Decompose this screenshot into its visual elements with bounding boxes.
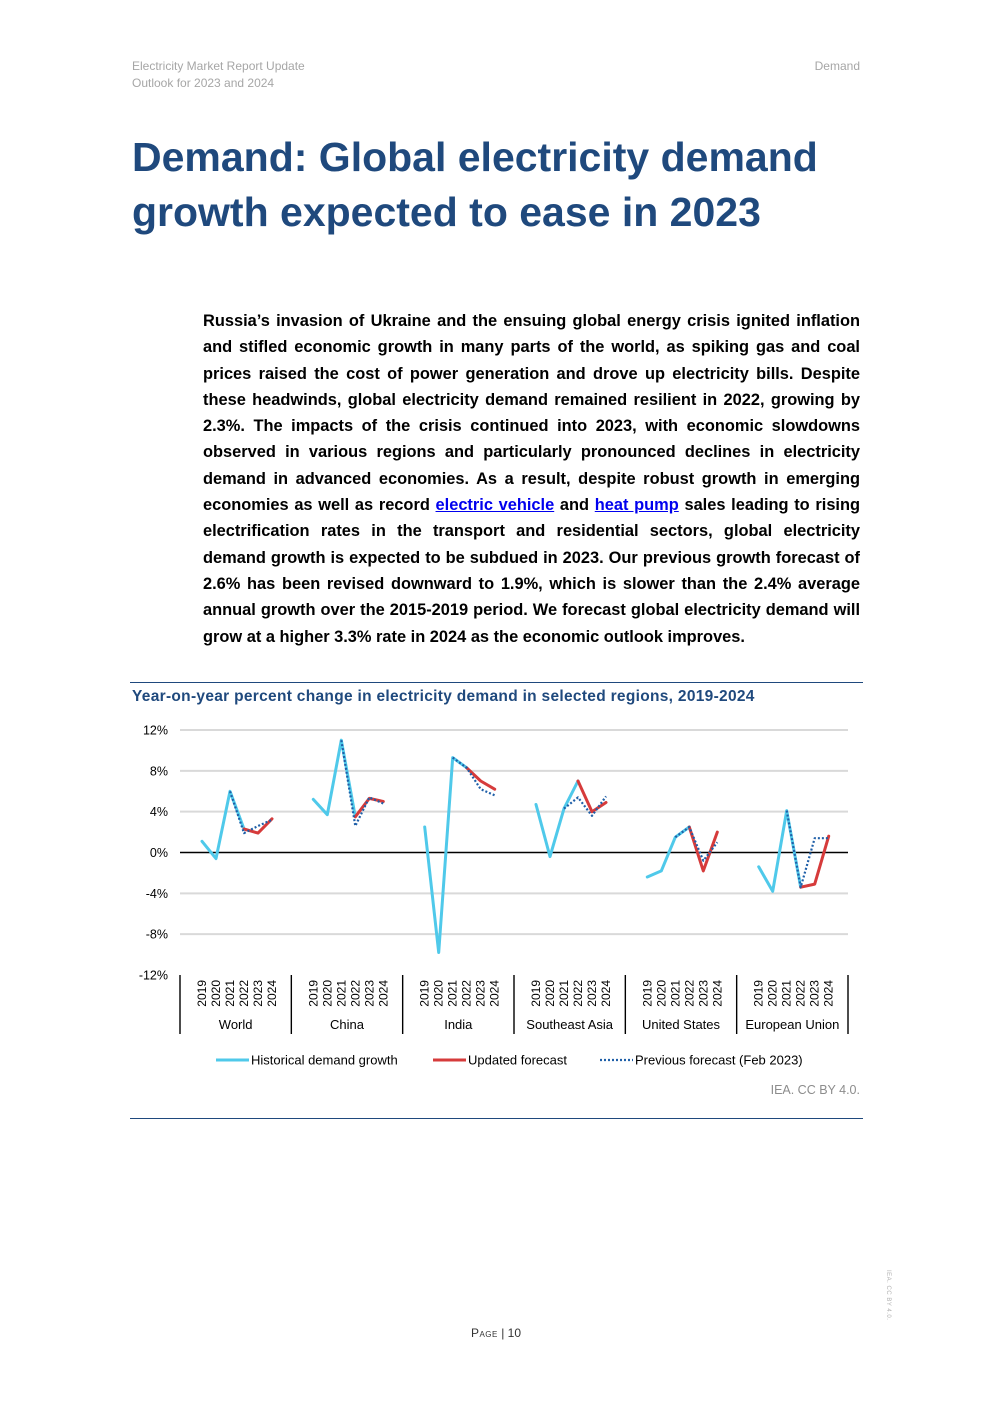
x-tick-label: 2024 [599,980,613,1007]
x-tick-label: 2020 [766,980,780,1007]
group-label: India [444,1017,473,1032]
body-text: Russia’s invasion of Ukraine and the ens… [203,312,860,515]
y-tick-label: -4% [146,887,168,901]
legend-label: Updated forecast [468,1053,567,1068]
page-title: Demand: Global electricity demand growth… [132,134,818,235]
x-tick-label: 2019 [640,980,654,1007]
series-line-0 [423,756,469,954]
x-tick-label: 2020 [320,980,334,1007]
x-tick-label: 2021 [668,980,682,1007]
series-line-2 [452,756,496,797]
series-line-0 [311,738,357,819]
chart-gridlines [180,729,848,936]
chart-top-rule [130,682,863,683]
y-tick-label: 4% [150,805,168,819]
report-title: Electricity Market Report Update [132,59,305,73]
x-tick-label: 2022 [460,980,474,1007]
legend-label: Previous forecast (Feb 2023) [635,1053,803,1068]
group-label: World [219,1017,253,1032]
x-tick-label: 2021 [334,980,348,1007]
x-tick-label: 2024 [265,980,279,1007]
series-line-0 [534,779,580,859]
group-label: China [330,1017,365,1032]
x-tick-label: 2019 [306,980,320,1007]
x-tick-label: 2020 [432,980,446,1007]
x-tick-label: 2023 [808,980,822,1007]
group-label: European Union [745,1017,839,1032]
series-line-1 [687,825,719,873]
x-tick-label: 2024 [376,980,390,1007]
y-tick-label: 0% [150,846,168,860]
group-label: Southeast Asia [526,1017,613,1032]
y-tick-label: -12% [139,969,168,983]
x-tick-label: 2022 [682,980,696,1007]
x-tick-label: 2024 [488,980,502,1007]
series-line-1 [465,766,497,791]
x-tick-label: 2021 [780,980,794,1007]
x-tick-label: 2023 [362,980,376,1007]
body-paragraph: Russia’s invasion of Ukraine and the ens… [203,308,860,650]
x-tick-label: 2022 [237,980,251,1007]
group-label: United States [642,1017,721,1032]
y-tick-label: 8% [150,764,168,778]
series-line-0 [200,789,246,861]
x-tick-label: 2020 [543,980,557,1007]
x-tick-label: 2019 [752,980,766,1007]
x-tick-label: 2024 [710,980,724,1007]
x-tick-label: 2022 [794,980,808,1007]
series-line-2 [674,825,719,862]
x-tick-label: 2023 [585,980,599,1007]
x-tick-label: 2020 [209,980,223,1007]
chart: 12%8%4%0%-4%-8%-12% 2019 2020 2021 2022 2023… [139,724,849,1068]
page-label: Page [470,1326,498,1340]
body-text: and [554,496,595,515]
series-line-0 [757,809,803,893]
x-tick-label: 2021 [446,980,460,1007]
x-tick-label: 2020 [654,980,668,1007]
chart-bottom-rule [130,1118,863,1119]
x-tick-label: 2021 [557,980,571,1007]
x-tick-label: 2019 [195,980,209,1007]
chart-title: Year-on-year percent change in electrici… [132,688,755,705]
body-text: sales leading to rising electrification … [203,496,861,646]
legend-label: Historical demand growth [251,1053,398,1068]
y-tick-label: -8% [146,928,168,942]
x-tick-label: 2022 [571,980,585,1007]
side-license-text: IEA. CC BY 4.0. [885,1270,891,1321]
report-subtitle: Outlook for 2023 and 2024 [132,76,275,90]
x-tick-label: 2024 [822,980,836,1007]
x-tick-label: 2019 [529,980,543,1007]
x-tick-label: 2023 [474,980,488,1007]
x-tick-label: 2023 [696,980,710,1007]
x-tick-label: 2023 [251,980,265,1007]
heat-pump-link[interactable]: heat pump [594,496,679,515]
chart-legend: Historical demand growth Updated forecast… [216,1053,803,1068]
y-tick-label: 12% [143,724,168,738]
page-number: Page | 10 [0,1326,992,1340]
chart-y-axis: 12% 8% 4% 0% -4% -8% -12% [139,724,168,983]
x-tick-label: 2019 [418,980,432,1007]
page-number-value: | 10 [501,1326,522,1340]
series-line-2 [340,740,384,828]
series-line-2 [563,795,607,817]
series-line-1 [799,834,831,889]
chart-series [200,738,831,954]
chart-credit: IEA. CC BY 4.0. [770,1083,860,1097]
x-tick-label: 2022 [348,980,362,1007]
header-report-info: Electricity Market Report Update Outlook… [132,58,305,92]
section-label: Demand [814,59,860,73]
electric-vehicle-link[interactable]: electric vehicle [435,496,555,515]
x-tick-label: 2021 [223,980,237,1007]
series-line-1 [576,779,608,814]
side-license: IEA. CC BY 4.0. [879,1270,893,1340]
